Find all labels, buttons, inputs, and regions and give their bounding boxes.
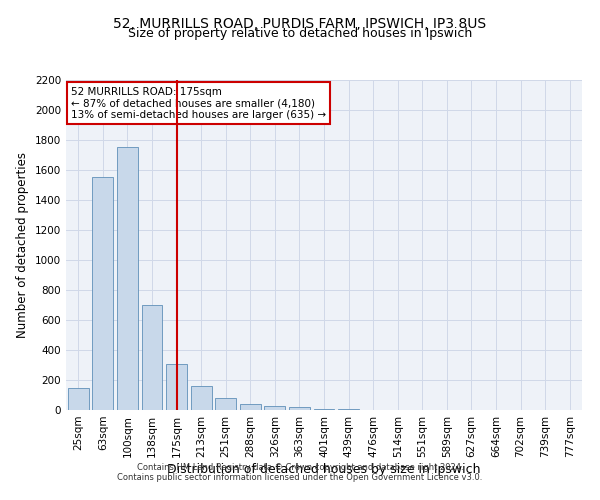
Bar: [191, 386, 212, 410]
Text: 52, MURRILLS ROAD, PURDIS FARM, IPSWICH, IP3 8US: 52, MURRILLS ROAD, PURDIS FARM, IPSWICH,…: [113, 18, 487, 32]
Bar: [338, 409, 359, 410]
Bar: [92, 178, 113, 410]
Y-axis label: Number of detached properties: Number of detached properties: [16, 152, 29, 338]
Text: Contains HM Land Registry data © Crown copyright and database right 2024.: Contains HM Land Registry data © Crown c…: [137, 464, 463, 472]
X-axis label: Distribution of detached houses by size in Ipswich: Distribution of detached houses by size …: [167, 462, 481, 475]
Text: Contains public sector information licensed under the Open Government Licence v3: Contains public sector information licen…: [118, 474, 482, 482]
Bar: [215, 398, 236, 410]
Bar: [68, 388, 89, 410]
Bar: [265, 406, 286, 410]
Bar: [142, 305, 163, 410]
Bar: [240, 404, 261, 410]
Bar: [117, 148, 138, 410]
Bar: [289, 407, 310, 410]
Bar: [314, 408, 334, 410]
Text: Size of property relative to detached houses in Ipswich: Size of property relative to detached ho…: [128, 28, 472, 40]
Text: 52 MURRILLS ROAD: 175sqm
← 87% of detached houses are smaller (4,180)
13% of sem: 52 MURRILLS ROAD: 175sqm ← 87% of detach…: [71, 86, 326, 120]
Bar: [166, 364, 187, 410]
